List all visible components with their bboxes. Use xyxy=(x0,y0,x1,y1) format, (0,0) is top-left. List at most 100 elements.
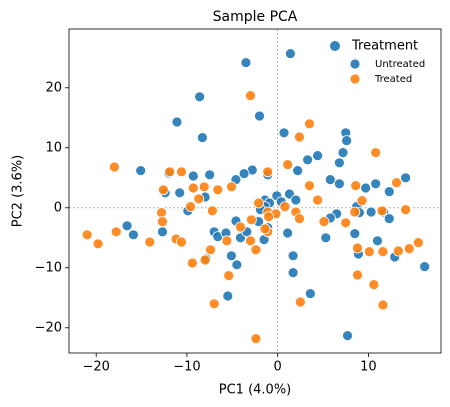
point xyxy=(304,180,315,192)
point xyxy=(370,147,382,159)
y-tick-label: 10 xyxy=(45,140,62,155)
point xyxy=(157,226,168,238)
point xyxy=(400,204,412,216)
legend-label: Untreated xyxy=(375,59,425,70)
point xyxy=(356,195,368,207)
point xyxy=(372,235,383,247)
point xyxy=(368,279,380,291)
point xyxy=(324,174,336,186)
point xyxy=(341,135,353,147)
point xyxy=(383,213,395,225)
point xyxy=(287,267,299,279)
x-tick-label: −20 xyxy=(83,360,110,375)
legend-title: Treatment xyxy=(351,39,418,54)
point xyxy=(92,238,104,250)
point xyxy=(282,227,294,239)
point xyxy=(365,206,377,218)
point xyxy=(340,217,352,229)
point xyxy=(245,214,257,226)
point xyxy=(250,244,262,256)
point xyxy=(226,250,237,262)
point xyxy=(235,221,246,233)
y-tick-label: 0 xyxy=(54,200,62,215)
legend-marker xyxy=(349,58,361,70)
point xyxy=(262,166,274,178)
point xyxy=(376,205,388,217)
point xyxy=(287,250,299,262)
point xyxy=(363,246,375,258)
point xyxy=(157,216,168,228)
x-axis-label: PC1 (4.0%) xyxy=(219,383,292,398)
point xyxy=(231,259,243,271)
point xyxy=(128,229,139,241)
point xyxy=(240,57,252,68)
point xyxy=(263,211,275,223)
point xyxy=(193,193,205,205)
point xyxy=(349,206,361,218)
point xyxy=(292,165,304,177)
point xyxy=(121,220,133,232)
point xyxy=(350,180,362,192)
point xyxy=(204,169,216,181)
x-tick-label: 0 xyxy=(274,360,282,375)
point xyxy=(164,166,176,178)
point xyxy=(156,207,167,219)
y-tick-label: −10 xyxy=(35,260,62,275)
point xyxy=(392,245,404,257)
point xyxy=(176,236,187,248)
point xyxy=(333,157,345,169)
point xyxy=(238,168,250,180)
point xyxy=(337,147,349,159)
point xyxy=(194,91,206,103)
point xyxy=(312,150,324,162)
point xyxy=(81,229,93,241)
point xyxy=(198,181,210,193)
point xyxy=(253,197,265,209)
point xyxy=(110,226,122,238)
point xyxy=(282,159,294,171)
y-tick-label: −20 xyxy=(35,320,62,335)
point xyxy=(135,165,147,177)
point xyxy=(318,216,330,228)
point xyxy=(245,235,256,247)
point xyxy=(304,118,315,130)
point xyxy=(370,178,382,190)
point xyxy=(212,184,224,196)
legend-marker xyxy=(349,73,361,85)
point xyxy=(294,296,306,308)
point xyxy=(222,290,234,302)
x-tick-label: −10 xyxy=(173,360,200,375)
point xyxy=(259,223,271,235)
point xyxy=(108,161,120,173)
point xyxy=(312,194,324,206)
point xyxy=(206,205,218,217)
point xyxy=(400,172,412,184)
point xyxy=(221,235,233,247)
chart-title: Sample PCA xyxy=(213,9,298,25)
legend-title-marker xyxy=(330,41,340,51)
point xyxy=(278,127,290,139)
point xyxy=(360,182,372,194)
point xyxy=(196,132,208,144)
point xyxy=(352,269,363,281)
point xyxy=(412,237,424,249)
point xyxy=(199,254,211,266)
point xyxy=(302,154,314,166)
point xyxy=(186,257,198,269)
point xyxy=(333,178,345,190)
y-axis-label: PC2 (3.6%) xyxy=(11,155,26,228)
x-tick-label: 10 xyxy=(360,360,377,375)
point xyxy=(304,288,316,300)
point xyxy=(187,182,199,194)
point xyxy=(383,186,395,198)
point xyxy=(377,246,389,258)
plot-frame xyxy=(68,28,442,354)
point xyxy=(187,170,199,182)
point xyxy=(342,330,353,342)
point xyxy=(284,48,296,59)
point xyxy=(223,270,235,282)
point xyxy=(205,244,216,256)
point xyxy=(419,261,431,273)
point xyxy=(294,213,305,225)
